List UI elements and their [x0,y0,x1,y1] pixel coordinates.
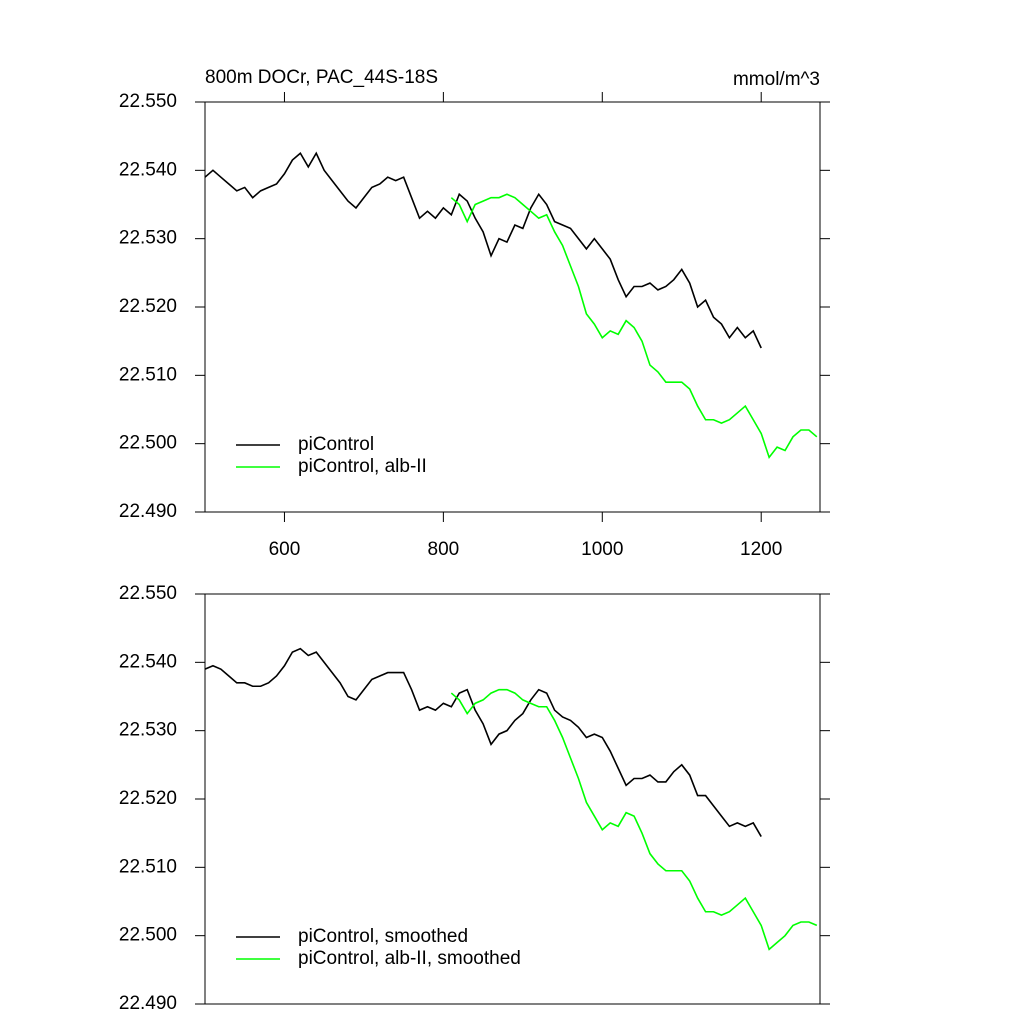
y-tick-label: 22.490 [119,993,177,1014]
series-line [450,688,818,951]
y-tick-label: 22.540 [119,651,177,672]
y-tick-label: 22.540 [119,159,177,180]
x-tick-label: 1200 [740,539,782,560]
y-tick-label: 22.550 [119,583,177,604]
legend-label: piControl, smoothed [298,926,468,947]
legend-label: piControl [298,434,374,455]
y-tick-label: 22.510 [119,364,177,385]
x-tick-label: 800 [428,539,460,560]
y-tick-label: 22.530 [119,228,177,249]
y-tick-label: 22.500 [119,433,177,454]
y-tick-label: 22.520 [119,296,177,317]
x-tick-label: 1000 [581,539,623,560]
y-tick-label: 22.520 [119,788,177,809]
series-line [450,193,818,460]
series-line [204,151,762,349]
y-tick-label: 22.530 [119,720,177,741]
series-line [204,647,762,837]
x-tick-label: 600 [269,539,301,560]
legend-label: piControl, alb-II, smoothed [298,948,521,969]
y-tick-label: 22.510 [119,856,177,877]
y-tick-label: 22.500 [119,925,177,946]
chart-title: 800m DOCr, PAC_44S-18S [205,67,438,88]
y-tick-label: 22.490 [119,501,177,522]
units-label: mmol/m^3 [733,69,820,90]
y-tick-label: 22.550 [119,91,177,112]
legend-label: piControl, alb-II [298,456,427,477]
